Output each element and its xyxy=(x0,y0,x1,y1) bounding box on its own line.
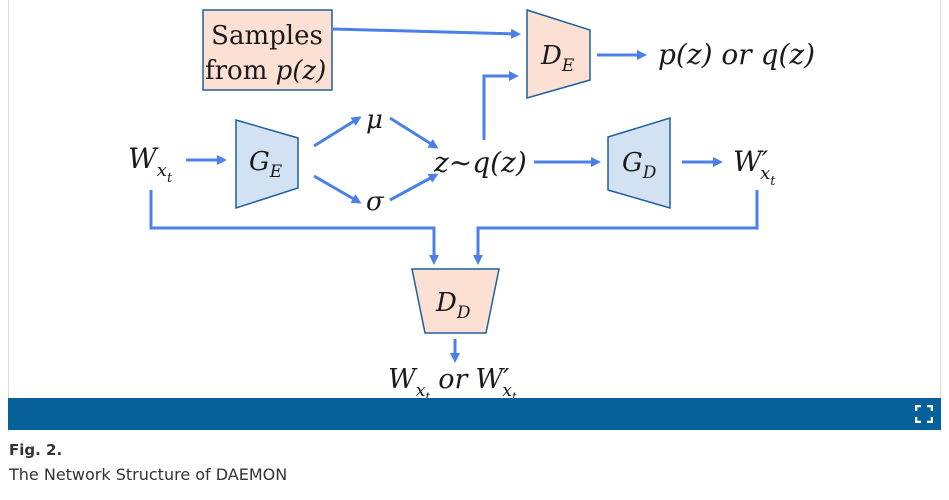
arrow-wprime-to-dd xyxy=(473,190,759,265)
samples-box-line1: Samples xyxy=(211,21,323,51)
de-label: DE xyxy=(540,41,575,76)
encoder-ge-node: GE xyxy=(235,119,299,210)
sigma-label: σ xyxy=(366,187,385,217)
w-input-label: Wxt xyxy=(128,142,173,186)
samples-box-line2: from p(z) xyxy=(205,56,326,86)
dd-output-label: Wxtor W′xt xyxy=(388,364,517,400)
arrow-samples-to-de xyxy=(332,27,521,39)
w-prime-output-label: W′xt xyxy=(733,145,776,189)
discriminator-d-node: DD xyxy=(411,268,500,334)
output-pz-qz-label: p(z) or q(z) xyxy=(658,38,815,71)
figure-label: Fig. 2. xyxy=(9,441,63,459)
arrow-w-to-dd xyxy=(149,190,439,265)
arrow-ge-to-sigma xyxy=(313,174,362,204)
mu-label: μ xyxy=(366,105,383,135)
samples-box: Samples from p(z) xyxy=(202,9,333,91)
network-diagram: Samples from p(z) DE p(z) or q(z) Wxt GE… xyxy=(128,8,815,400)
arrow-mu-to-z xyxy=(389,116,439,149)
z-q-label: z~q(z) xyxy=(433,146,527,179)
figure-frame xyxy=(8,0,941,432)
decoder-gd-node: GD xyxy=(607,116,671,209)
dd-label: DD xyxy=(435,288,471,323)
figure-caption: The Network Structure of DAEMON xyxy=(9,465,288,484)
arrow-ge-to-mu xyxy=(313,116,362,148)
figure-toolbar xyxy=(8,398,941,430)
arrow-z-to-de xyxy=(482,71,519,140)
ge-label: GE xyxy=(249,147,283,182)
arrow-sigma-to-z xyxy=(389,173,439,202)
expand-icon[interactable] xyxy=(915,405,933,423)
discriminator-e-node: DE xyxy=(526,8,591,99)
gd-label: GD xyxy=(622,148,657,183)
